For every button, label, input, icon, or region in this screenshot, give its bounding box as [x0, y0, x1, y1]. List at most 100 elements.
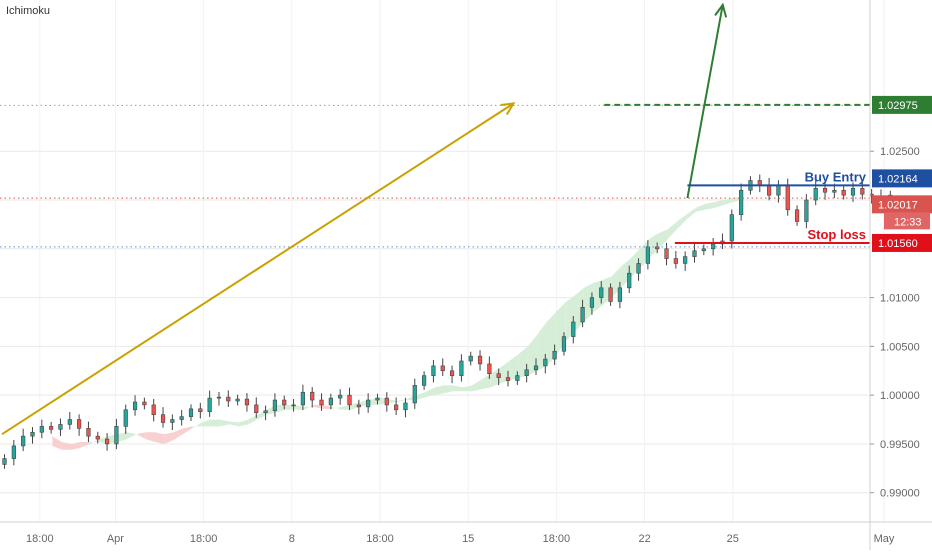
- candle-body: [776, 185, 781, 196]
- candle-body: [151, 404, 156, 415]
- candle-body: [822, 188, 828, 193]
- cloud-segment: [164, 432, 174, 444]
- cloud-segment: [416, 392, 426, 401]
- cloud-segment: [462, 385, 472, 392]
- cloud-segment: [649, 233, 659, 259]
- cloud-segment: [182, 426, 193, 435]
- candles: [2, 174, 893, 469]
- candle-body: [739, 189, 744, 215]
- candle-body: [692, 250, 697, 257]
- candle-body: [841, 189, 846, 196]
- candle-body: [114, 426, 119, 445]
- cloud-segment: [695, 203, 706, 212]
- candle-body: [431, 365, 436, 376]
- candle-body: [860, 188, 865, 195]
- projection-arrow: [686, 4, 724, 199]
- candle-body: [95, 435, 100, 440]
- candle-body: [571, 321, 576, 337]
- cloud-segment: [341, 404, 351, 410]
- time-tick-label: 22: [638, 533, 650, 545]
- time-tick-label: May: [874, 533, 895, 545]
- candle-body: [477, 355, 483, 365]
- candle-body: [198, 408, 203, 413]
- countdown-tag: [884, 212, 930, 230]
- target-tag-label: 1.02975: [878, 100, 918, 112]
- cloud-segment: [61, 441, 72, 450]
- cloud-segment: [117, 432, 127, 442]
- current-tag: [872, 195, 932, 214]
- cloud-segment: [304, 404, 314, 410]
- candle-body: [170, 419, 175, 423]
- candle-body: [645, 246, 650, 264]
- buy-entry-text: Buy Entry: [805, 169, 867, 184]
- candle-body: [179, 416, 184, 420]
- candle-body: [58, 424, 63, 430]
- candle-body: [589, 297, 595, 308]
- price-tick-label: 1.02500: [880, 146, 920, 158]
- candle-body: [300, 391, 305, 406]
- cloud-segment: [425, 387, 435, 398]
- candle-body: [142, 401, 147, 406]
- cloud-segment: [332, 406, 342, 410]
- candle-body: [272, 399, 278, 412]
- candle-body: [543, 358, 548, 367]
- candle-body: [104, 438, 110, 445]
- candle-body: [813, 188, 818, 201]
- cloud-segment: [89, 439, 100, 444]
- cloud-segment: [677, 214, 687, 230]
- cloud-segment: [313, 404, 323, 409]
- candle-body: [804, 199, 809, 222]
- candle-body: [468, 355, 473, 362]
- time-tick-label: 18:00: [190, 533, 218, 545]
- candle-body: [160, 414, 166, 423]
- buy-entry-tag-label: 1.02164: [878, 173, 918, 185]
- candle-body: [701, 248, 706, 252]
- candle-body: [263, 410, 268, 414]
- candle-body: [561, 336, 567, 352]
- candle-body: [11, 445, 16, 459]
- candle-body: [580, 307, 585, 323]
- cloud-segment: [248, 414, 258, 425]
- cloud-segment: [52, 436, 62, 450]
- candle-body: [552, 350, 557, 360]
- candle-body: [328, 397, 333, 406]
- candle-body: [617, 287, 623, 302]
- cloud-segment: [388, 399, 398, 403]
- candle-body: [291, 404, 296, 407]
- candle-body: [39, 426, 44, 433]
- candle-body: [533, 365, 539, 371]
- candle-body: [226, 396, 231, 402]
- cloud-segment: [490, 367, 500, 388]
- candle-body: [412, 385, 417, 404]
- buy-entry-tag: [872, 169, 932, 188]
- candle-body: [366, 399, 371, 408]
- candle-body: [235, 398, 240, 402]
- price-tick-label: 0.99000: [880, 488, 920, 500]
- time-tick-label: 18:00: [26, 533, 54, 545]
- candle-body: [49, 426, 54, 430]
- grid: [0, 0, 885, 522]
- cloud-segment: [80, 441, 90, 448]
- cloud-segment: [705, 201, 715, 210]
- candle-body: [673, 258, 678, 264]
- candle-body: [132, 401, 138, 411]
- candle-body: [356, 404, 361, 408]
- candle-body: [338, 394, 343, 399]
- price-tick-label: 1.00500: [880, 341, 920, 353]
- candle-body: [123, 409, 128, 427]
- cloud-segment: [220, 419, 230, 427]
- candle-body: [664, 248, 669, 259]
- candle-body: [21, 435, 26, 447]
- cloud-segment: [192, 422, 202, 429]
- cloud-segment: [686, 207, 696, 220]
- candle-body: [729, 214, 734, 242]
- candle-body: [496, 373, 501, 378]
- cloud-segment: [397, 399, 407, 402]
- cloud-segment: [136, 432, 146, 440]
- cloud-segment: [583, 282, 594, 322]
- countdown-label: 12:33: [894, 216, 922, 228]
- cloud-segment: [294, 404, 305, 410]
- candle-body: [30, 431, 35, 437]
- candle-body: [515, 375, 520, 381]
- price-tick-label: 1.01000: [880, 293, 920, 305]
